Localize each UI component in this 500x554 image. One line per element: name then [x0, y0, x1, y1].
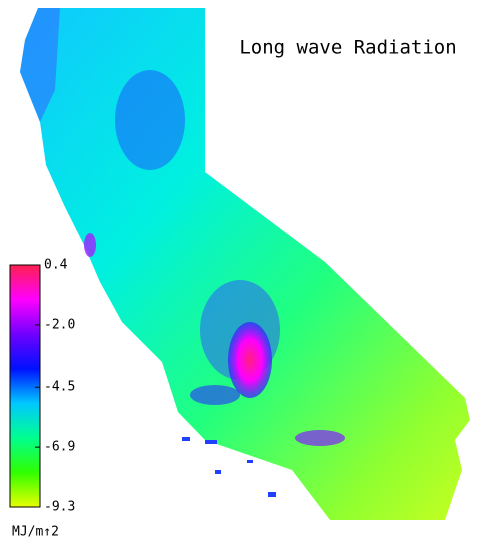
colorbar: 0.4 -2.0 -4.5 -6.9 -9.3: [9, 258, 75, 515]
map-title: Long wave Radiation: [239, 37, 456, 59]
colorbar-tick-label: -6.9: [44, 440, 75, 455]
colorbar-tick-label: -2.0: [44, 317, 75, 332]
colorbar-tick-label: -4.5: [44, 380, 75, 395]
colorbar-tick-label: 0.4: [44, 258, 68, 273]
california-map: [20, 8, 470, 520]
colorbar-unit: MJ/m↑2: [12, 525, 59, 540]
colorbar-tick-label: -9.3: [44, 500, 75, 515]
colorbar-scale: [9, 264, 41, 508]
